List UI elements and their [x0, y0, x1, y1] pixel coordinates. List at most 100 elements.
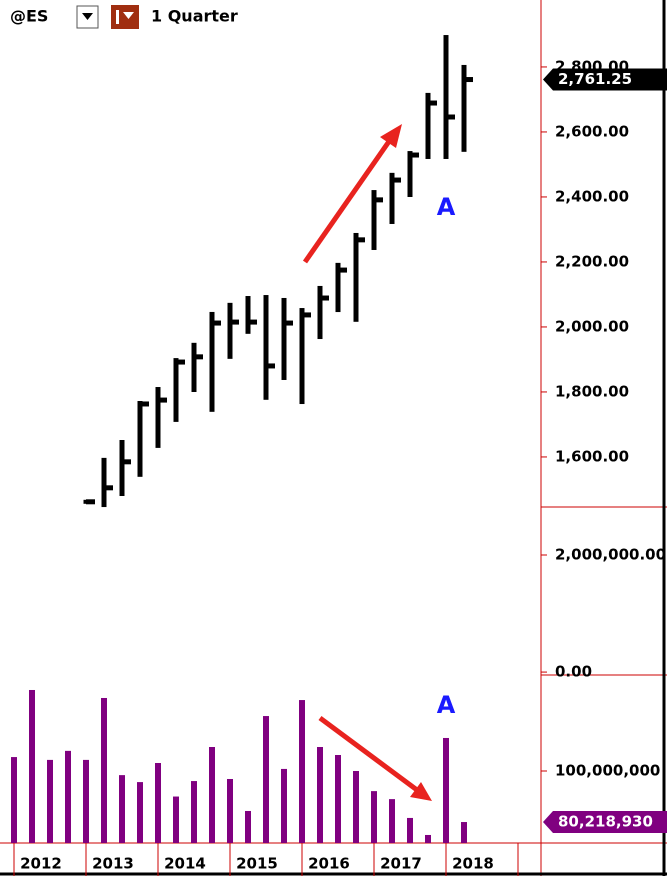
- price-bar-range: [317, 285, 323, 340]
- y-tick-label: 1,800.00: [555, 382, 629, 400]
- price-bar-close: [374, 197, 383, 203]
- y-tick-label: 1,600.00: [555, 447, 629, 465]
- volume-bar: [65, 750, 71, 843]
- volume-bar: [191, 781, 197, 843]
- price-bar-close: [140, 401, 149, 407]
- price-bar-close: [284, 320, 293, 326]
- price-bar-range: [299, 308, 305, 405]
- volume-bar: [371, 791, 377, 843]
- volume-bar: [29, 689, 35, 843]
- volume-bar: [119, 775, 125, 843]
- price-bar-close: [356, 237, 365, 243]
- x-tick-label: 2017: [380, 855, 422, 873]
- dropdown-arrow: [82, 13, 93, 20]
- price-bar-close: [320, 295, 329, 301]
- annotation: A: [437, 193, 456, 221]
- x-tick-label: 2013: [92, 855, 134, 873]
- volume-bar: [209, 747, 215, 843]
- volume-bar: [47, 759, 53, 843]
- x-tick-label: 2016: [308, 855, 350, 873]
- price-bar-close: [464, 77, 473, 83]
- price-bar-close: [212, 320, 221, 326]
- price-bar-range: [155, 387, 161, 448]
- price-bar-range: [245, 296, 251, 334]
- price-bar-range: [371, 190, 377, 250]
- price-bar-close: [446, 114, 455, 120]
- trend-arrow: [302, 124, 402, 264]
- volume-bar: [137, 782, 143, 843]
- y-tick-label: 2,200.00: [555, 252, 629, 270]
- volume-bar: [389, 799, 395, 843]
- y-tick-label: 2,000.00: [555, 317, 629, 335]
- price-bar-range: [191, 342, 197, 392]
- volume-bar: [407, 817, 413, 843]
- price-bar-range: [263, 295, 269, 400]
- price-bar-close: [248, 319, 257, 325]
- price-bar-close: [104, 485, 113, 491]
- volume-bar: [425, 834, 431, 843]
- y-tick-label: 0.00: [555, 663, 592, 681]
- price-bar-range: [227, 302, 233, 359]
- annotation: A: [437, 691, 456, 719]
- price-bar-close: [230, 319, 239, 325]
- volume-bar: [335, 755, 341, 843]
- price-bar-range: [407, 151, 413, 197]
- x-tick-label: 2018: [452, 855, 494, 873]
- volume-bar: [443, 737, 449, 843]
- price-bar-close: [428, 100, 437, 106]
- y-tick-label: 2,400.00: [555, 187, 629, 205]
- volume-bar: [83, 759, 89, 843]
- price-bar-range: [101, 457, 107, 508]
- price-bar-close: [86, 499, 95, 505]
- volume-bar: [227, 778, 233, 843]
- volume-bar: [317, 747, 323, 843]
- last-value-tag: [543, 68, 667, 91]
- price-bar-close: [392, 177, 401, 183]
- interval: 1 Quarter: [151, 7, 238, 26]
- volume-bar: [245, 810, 251, 843]
- interval-icon-arrow: [123, 12, 134, 19]
- price-bar-range: [173, 358, 179, 422]
- volume-bar: [155, 762, 161, 843]
- price-bar-range: [425, 92, 431, 159]
- y-tick-label: 2,600.00: [555, 122, 629, 140]
- symbol: @ES: [10, 7, 48, 26]
- price-bar-range: [335, 262, 341, 313]
- price-bar-range: [119, 440, 125, 496]
- volume-bar: [263, 716, 269, 843]
- y-tick-label: 100,000,000: [555, 761, 660, 779]
- price-bar-close: [410, 152, 419, 158]
- price-bar-close: [338, 267, 347, 273]
- volume-bar: [101, 697, 107, 843]
- price-bar-range: [137, 401, 143, 477]
- price-bar-range: [281, 297, 287, 380]
- last-value-tag: [543, 811, 667, 834]
- volume-bar: [299, 700, 305, 843]
- price-bar-close: [266, 363, 275, 369]
- x-tick-label: 2014: [164, 855, 206, 873]
- interval-button[interactable]: [111, 5, 139, 29]
- trend-arrow: [318, 715, 432, 801]
- price-bar-range: [353, 232, 359, 322]
- y-tick-label: 2,000,000.00: [555, 546, 666, 564]
- last-value-label: 80,218,930: [558, 813, 653, 831]
- volume-bar: [461, 822, 467, 843]
- price-bar-close: [194, 354, 203, 360]
- volume-bar: [353, 770, 359, 843]
- price-bar-range: [461, 64, 467, 152]
- volume-bar: [11, 757, 17, 843]
- interval-icon: [116, 10, 119, 24]
- volume-bar: [281, 768, 287, 843]
- x-tick-label: 2012: [20, 855, 62, 873]
- price-bar-range: [209, 311, 215, 412]
- price-bar-close: [122, 459, 131, 465]
- price-bar-range: [389, 172, 395, 224]
- price-bar-close: [158, 397, 167, 403]
- price-bar-close: [176, 359, 185, 365]
- price-bar-range: [443, 35, 449, 159]
- price-bar-close: [302, 312, 311, 318]
- x-tick-label: 2015: [236, 855, 278, 873]
- volume-bar: [173, 796, 179, 843]
- last-value-label: 2,761.25: [558, 70, 632, 88]
